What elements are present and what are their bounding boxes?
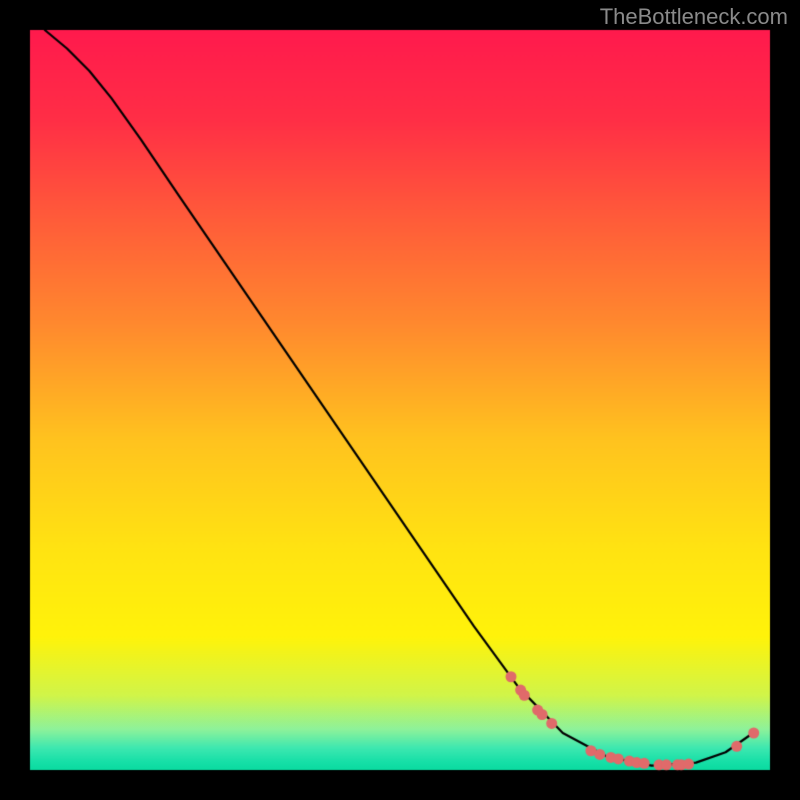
watermark-label: TheBottleneck.com bbox=[600, 4, 788, 30]
bottleneck-curve-chart bbox=[0, 0, 800, 800]
chart-container: TheBottleneck.com bbox=[0, 0, 800, 800]
